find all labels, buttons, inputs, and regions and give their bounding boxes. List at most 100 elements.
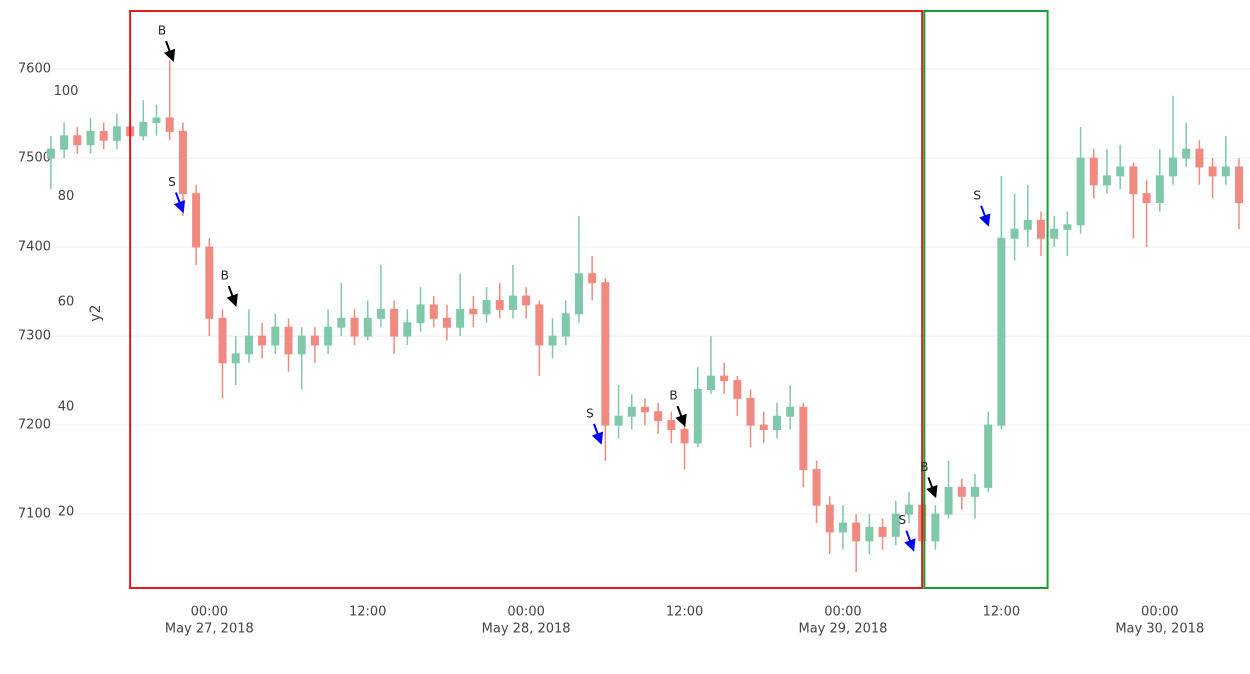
y-tick-label: 7400 (18, 240, 51, 255)
candle-body (548, 335, 557, 346)
candle-body (152, 117, 161, 123)
candle-body (218, 317, 227, 364)
candle-body (1063, 224, 1072, 230)
x-tick-label: 00:00 (1141, 605, 1178, 620)
candle-body (1089, 157, 1098, 186)
candle-body (310, 335, 319, 346)
x-tick-label: 12:00 (983, 605, 1020, 620)
annotation-label: S (973, 188, 981, 202)
annotation-arrow (163, 40, 176, 63)
annotation-label: S (899, 513, 907, 527)
candle-body (759, 424, 768, 431)
candle-body (403, 322, 412, 337)
candle-body (1023, 219, 1032, 230)
candle-body (535, 304, 544, 346)
candle-body (904, 504, 913, 515)
x-tick-label: May 27, 2018 (165, 622, 254, 637)
candle-body (231, 353, 240, 364)
candle-body (891, 513, 900, 537)
x-tick-label: May 29, 2018 (799, 622, 888, 637)
candle-body (495, 299, 504, 310)
y-tick-label: 7100 (18, 507, 51, 522)
annotation-arrow (173, 192, 186, 214)
candle-body (970, 486, 979, 497)
annotation-arrow (904, 530, 916, 552)
y-tick-label: 7300 (18, 329, 51, 344)
candle-body (614, 415, 623, 426)
annotation-label: B (920, 460, 928, 474)
annotation-arrow (591, 423, 604, 445)
candle-body (244, 335, 253, 355)
x-tick-label: May 28, 2018 (482, 622, 571, 637)
candle-body (1129, 166, 1138, 195)
candle-body (112, 126, 121, 141)
candle-body (165, 117, 174, 132)
candle-body (482, 299, 491, 315)
candle-body (73, 135, 82, 146)
candle-body (944, 486, 953, 515)
candle-body (1168, 157, 1177, 177)
candle-body (812, 469, 821, 506)
candle-body (192, 193, 201, 248)
candle-body (1221, 166, 1230, 177)
x-tick-label: 12:00 (666, 605, 703, 620)
candle-body (469, 308, 478, 315)
candle-body (1010, 228, 1019, 239)
candle-body (205, 246, 214, 319)
annotation-arrow (226, 285, 238, 307)
annotation-label: S (586, 406, 594, 420)
candle-body (376, 308, 385, 319)
candle-body (86, 130, 95, 146)
candle-body (997, 237, 1006, 426)
candle-body (786, 406, 795, 417)
candle-body (1076, 157, 1085, 226)
candle-body (99, 130, 108, 141)
annotation-arrow (979, 205, 991, 227)
candle-body (706, 375, 715, 390)
x-tick-label: 12:00 (349, 605, 386, 620)
candle-body (178, 130, 187, 195)
annotation-label: B (158, 24, 166, 38)
y2-tick-label: 60 (58, 294, 75, 309)
candle-body (1182, 148, 1191, 159)
candle-body (693, 388, 702, 444)
candle-body (561, 313, 570, 337)
candle-body (601, 282, 610, 426)
y2-tick-label: 80 (58, 189, 75, 204)
candle-body (720, 375, 729, 382)
highlight-box (923, 10, 1049, 589)
candle-body (878, 526, 887, 537)
candle-body (337, 317, 346, 328)
y2-axis-title: y2 (88, 304, 104, 321)
candle-body (852, 522, 861, 542)
candle-body (297, 335, 306, 355)
candle-body (350, 317, 359, 337)
candle-body (1208, 166, 1217, 177)
candle-body (825, 504, 834, 533)
candle-body (46, 148, 55, 159)
candle-body (627, 406, 636, 417)
annotation-label: B (669, 389, 677, 403)
candle-body (1234, 166, 1243, 204)
y2-tick-label: 20 (58, 504, 75, 519)
candle-body (508, 295, 517, 310)
x-tick-label: 00:00 (824, 605, 861, 620)
candle-body (139, 121, 148, 137)
x-tick-label: May 30, 2018 (1115, 622, 1204, 637)
candle-body (1142, 193, 1151, 204)
annotation-label: S (168, 175, 176, 189)
candle-body (667, 420, 676, 431)
candle-body (984, 424, 993, 488)
candle-body (1036, 219, 1045, 239)
candle-body (522, 295, 531, 306)
y2-tick-label: 100 (54, 84, 79, 99)
candle-body (1116, 166, 1125, 177)
candle-body (1102, 175, 1111, 186)
candle-body (442, 317, 451, 328)
candle-body (1050, 228, 1059, 239)
candle-body (640, 406, 649, 413)
candle-body (654, 411, 663, 422)
annotation-arrow (926, 476, 938, 499)
annotation-arrow (675, 405, 687, 427)
